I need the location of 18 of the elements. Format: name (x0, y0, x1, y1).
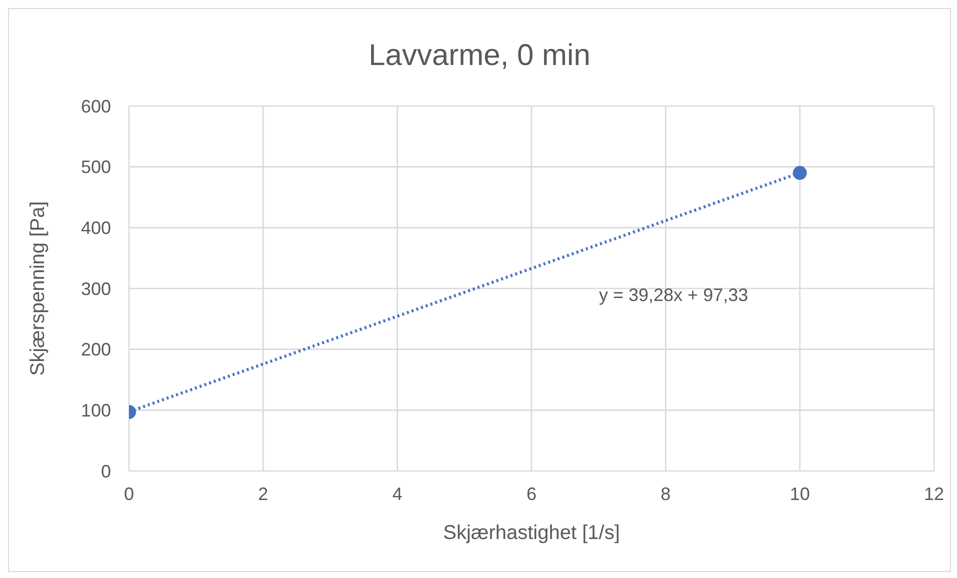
y-tick-label: 600 (80, 96, 111, 116)
y-tick-label: 100 (80, 400, 111, 421)
x-tick-label: 10 (790, 484, 810, 504)
y-tick-label: 500 (80, 157, 111, 178)
y-tick-label: 0 (100, 461, 111, 482)
y-tick-label: 400 (80, 218, 111, 238)
x-tick-label: 8 (660, 484, 671, 504)
y-tick-label: 200 (80, 340, 111, 360)
x-tick-label: 2 (258, 484, 268, 504)
chart-title: Lavvarme, 0 min (368, 39, 592, 73)
x-axis-title: Skjærhastighet [1/s] (443, 522, 620, 544)
x-tick-label: 12 (924, 484, 944, 504)
x-tick-label: 6 (526, 484, 537, 504)
x-tick-label: 4 (392, 484, 402, 504)
y-axis-title: Skjærspenning [Pa] (27, 201, 50, 376)
y-tick-label: 300 (80, 278, 111, 299)
x-tick-label: 0 (124, 484, 134, 504)
annotation: y = 39,28x + 97,33 (599, 285, 748, 306)
